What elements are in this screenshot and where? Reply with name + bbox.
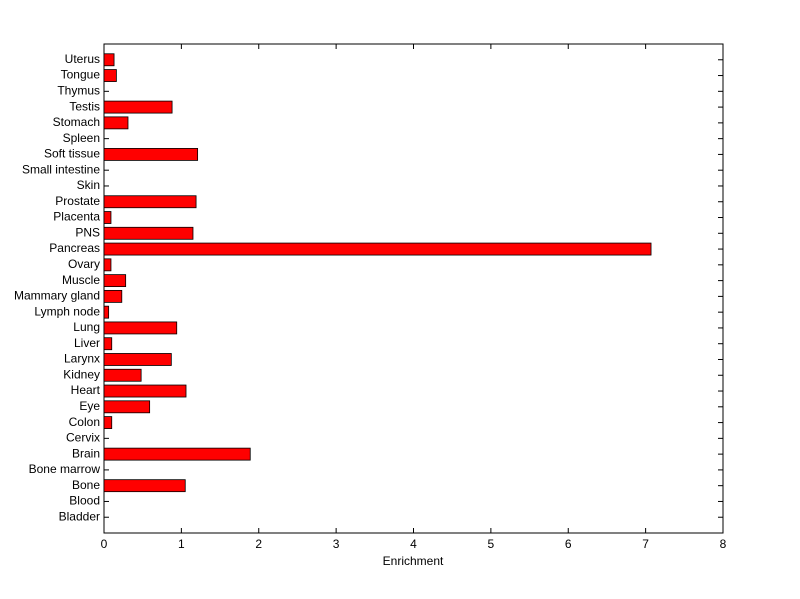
bar	[103, 305, 110, 319]
bar	[103, 384, 187, 398]
bar	[103, 416, 113, 429]
y-tick-label: Colon	[69, 415, 100, 429]
y-tick-label: Kidney	[63, 367, 100, 381]
y-tick-label: Liver	[74, 336, 100, 350]
y-tick-label: Mammary gland	[14, 289, 100, 303]
bar	[103, 289, 123, 303]
y-tick-label: Heart	[71, 383, 101, 397]
y-tick-label: Tongue	[61, 68, 101, 82]
y-tick-label: Eye	[79, 399, 100, 413]
bar	[103, 211, 112, 224]
x-tick-label: 6	[565, 537, 572, 551]
x-tick-label: 4	[410, 537, 417, 551]
y-tick-label: Uterus	[65, 52, 100, 66]
y-tick-label: Thymus	[57, 83, 100, 97]
y-tick-label: Bladder	[59, 509, 100, 523]
y-tick-label: Soft tissue	[44, 147, 100, 161]
bar	[103, 69, 117, 82]
bar	[103, 195, 197, 209]
x-tick-label: 2	[255, 537, 262, 551]
y-tick-label: Pancreas	[49, 241, 100, 255]
y-tick-label: Placenta	[53, 210, 100, 224]
x-tick-label: 3	[333, 537, 340, 551]
y-tick-label: Skin	[77, 178, 100, 192]
y-tick-label: PNS	[75, 225, 100, 239]
y-tick-label: Testis	[69, 99, 100, 113]
y-tick-label: Brain	[72, 446, 100, 460]
bar	[103, 479, 186, 493]
bar	[103, 274, 127, 288]
y-tick-label: Lung	[73, 320, 100, 334]
x-tick-label: 7	[642, 537, 649, 551]
bar	[103, 116, 129, 130]
x-tick-label: 0	[101, 537, 108, 551]
y-tick-label: Prostate	[55, 194, 100, 208]
bar	[103, 148, 199, 161]
bar	[103, 368, 142, 382]
y-tick-label: Small intestine	[22, 162, 100, 176]
bar	[103, 337, 113, 351]
x-tick-label: 1	[178, 537, 185, 551]
y-tick-label: Cervix	[66, 431, 100, 445]
y-tick-label: Bone marrow	[29, 462, 101, 476]
y-tick-label: Lymph node	[34, 304, 100, 318]
x-tick-label: 8	[720, 537, 727, 551]
x-axis-label: Enrichment	[383, 554, 444, 568]
y-tick-label: Bone	[72, 478, 100, 492]
y-tick-label: Stomach	[53, 115, 100, 129]
bar	[103, 258, 112, 272]
y-tick-label: Ovary	[68, 257, 100, 271]
bar	[103, 400, 151, 414]
bar	[103, 242, 652, 256]
bar	[103, 353, 172, 366]
bar	[103, 53, 115, 67]
y-tick-label: Spleen	[63, 131, 100, 145]
y-tick-label: Larynx	[64, 352, 100, 366]
bar	[103, 226, 194, 240]
bar	[103, 447, 251, 461]
bar	[103, 100, 173, 114]
y-tick-label: Blood	[69, 494, 100, 508]
bar	[103, 321, 178, 335]
y-tick-label: Muscle	[62, 273, 100, 287]
x-tick-label: 5	[488, 537, 495, 551]
